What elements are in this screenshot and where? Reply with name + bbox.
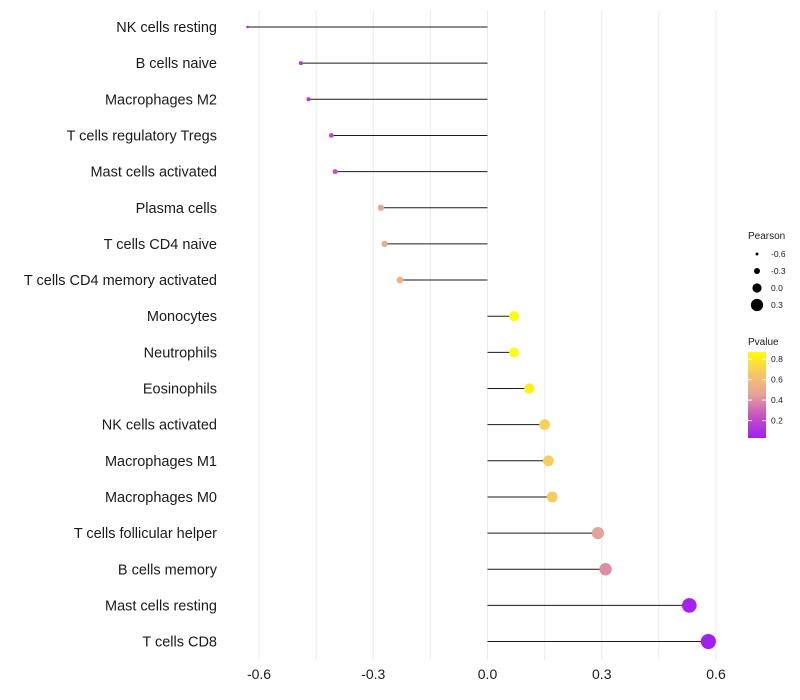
- data-point: [543, 455, 554, 467]
- data-point: [546, 491, 558, 503]
- category-label: T cells CD8: [142, 635, 217, 651]
- data-point: [509, 347, 520, 358]
- category-label: Eosinophils: [143, 382, 217, 398]
- x-tick-label: -0.3: [361, 666, 385, 682]
- data-point: [332, 169, 338, 175]
- size-legend-key: [753, 267, 761, 275]
- size-legend-label: 0.0: [771, 283, 783, 293]
- data-point: [306, 97, 311, 102]
- size-legend-title: Pearson: [748, 231, 785, 242]
- size-legend-key: [752, 283, 762, 293]
- data-point: [524, 383, 535, 394]
- size-legend-key: [750, 298, 764, 312]
- category-label: B cells memory: [118, 562, 218, 578]
- category-label: Plasma cells: [136, 201, 217, 217]
- color-legend-title: Pvalue: [748, 337, 779, 348]
- x-tick-label: -0.6: [247, 666, 271, 682]
- size-legend-label: -0.6: [771, 249, 786, 259]
- grid-lines: [258, 10, 717, 660]
- size-legend: Pearson -0.6 -0.3 0.0 0.3: [748, 231, 786, 312]
- x-tick-label: 0.0: [478, 666, 498, 682]
- color-legend-label: 0.4: [771, 395, 783, 405]
- size-legend-label: -0.3: [771, 266, 786, 276]
- points: [246, 25, 716, 650]
- size-legend-key: [755, 252, 759, 256]
- color-legend-label: 0.8: [771, 354, 783, 364]
- data-point: [539, 419, 550, 431]
- category-label: T cells regulatory Tregs: [67, 128, 217, 144]
- data-point: [509, 311, 520, 322]
- category-label: T cells follicular helper: [74, 526, 217, 542]
- data-point: [682, 598, 697, 613]
- category-labels: NK cells resting B cells naive Macrophages…: [24, 20, 218, 651]
- category-label: B cells naive: [136, 56, 217, 72]
- stems: [247, 26, 709, 643]
- color-legend-label: 0.2: [771, 416, 783, 426]
- data-point: [298, 61, 303, 66]
- size-legend-label: 0.3: [771, 300, 783, 310]
- x-tick-label: 0.6: [706, 666, 726, 682]
- data-point: [328, 133, 334, 138]
- color-legend: Pvalue 0.8 0.6 0.4 0.2: [748, 337, 783, 438]
- category-label: T cells CD4 naive: [104, 237, 217, 253]
- data-point: [396, 276, 404, 284]
- pvalue-colorbar: [748, 352, 766, 438]
- category-label: Mast cells resting: [105, 598, 217, 614]
- category-label: NK cells activated: [102, 418, 217, 434]
- data-point: [377, 204, 384, 211]
- color-legend-label: 0.6: [771, 375, 783, 385]
- data-point: [599, 563, 612, 576]
- data-point: [700, 633, 716, 650]
- data-point: [381, 240, 388, 248]
- category-label: Mast cells activated: [90, 165, 217, 181]
- category-label: Macrophages M1: [105, 454, 217, 470]
- category-label: Macrophages M0: [105, 490, 217, 506]
- category-label: Macrophages M2: [105, 92, 217, 108]
- category-label: NK cells resting: [116, 20, 217, 36]
- data-point: [591, 527, 605, 540]
- category-label: T cells CD4 memory activated: [24, 273, 217, 289]
- x-tick-label: 0.3: [592, 666, 612, 682]
- category-label: Neutrophils: [144, 345, 217, 361]
- data-point: [246, 25, 249, 29]
- category-label: Monocytes: [147, 309, 217, 325]
- x-axis-ticks: -0.6 -0.3 0.0 0.3 0.6: [247, 666, 726, 682]
